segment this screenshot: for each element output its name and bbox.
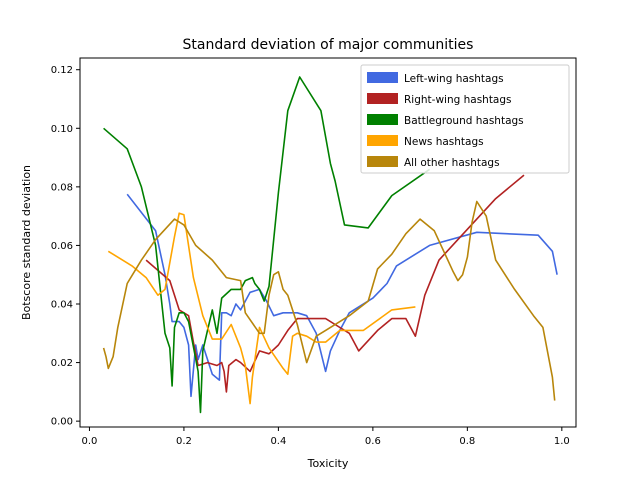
y-axis: 0.00 0.02 0.04 0.06 0.08 0.10 0.12 — [51, 65, 80, 428]
legend-swatch-0 — [367, 72, 398, 83]
y-tick-label: 0.10 — [51, 124, 73, 135]
x-tick-label: 0.6 — [365, 436, 381, 447]
x-tick-label: 0.4 — [270, 436, 286, 447]
x-tick-label: 0.0 — [81, 436, 97, 447]
legend-label-1: Right-wing hashtags — [404, 94, 512, 106]
x-tick-label: 0.8 — [459, 436, 475, 447]
x-axis: 0.0 0.2 0.4 0.6 0.8 1.0 — [81, 427, 570, 447]
y-tick-label: 0.06 — [51, 241, 73, 252]
legend: Left-wing hashtags Right-wing hashtags Bat… — [360, 64, 570, 174]
plot-lines — [102, 76, 558, 414]
series-line-4 — [102, 200, 556, 401]
plot-frame — [79, 57, 577, 428]
legend-swatch-2 — [367, 114, 398, 125]
x-axis-label: Toxicity — [307, 457, 349, 470]
series-line-0 — [126, 193, 558, 398]
y-tick-label: 0.04 — [51, 300, 73, 311]
y-tick-label: 0.08 — [51, 182, 73, 193]
y-axis-label: Botscore standard deviation — [20, 165, 33, 320]
legend-label-3: News hashtags — [404, 136, 484, 148]
chart-title: Standard deviation of major communities — [183, 37, 474, 53]
legend-label-0: Left-wing hashtags — [404, 73, 504, 85]
series-line-1 — [145, 174, 525, 393]
y-tick-label: 0.00 — [51, 417, 73, 428]
legend-box — [360, 64, 570, 174]
x-tick-label: 0.2 — [176, 436, 192, 447]
legend-swatch-4 — [367, 156, 398, 167]
legend-label-2: Battleground hashtags — [404, 115, 524, 127]
series-line-2 — [103, 76, 431, 414]
legend-swatch-3 — [367, 135, 398, 146]
x-tick-label: 1.0 — [554, 436, 570, 447]
y-tick-label: 0.12 — [51, 65, 73, 76]
y-tick-label: 0.02 — [51, 358, 73, 369]
legend-label-4: All other hashtags — [404, 157, 500, 169]
legend-swatch-1 — [367, 93, 398, 104]
series-line-3 — [107, 212, 416, 405]
